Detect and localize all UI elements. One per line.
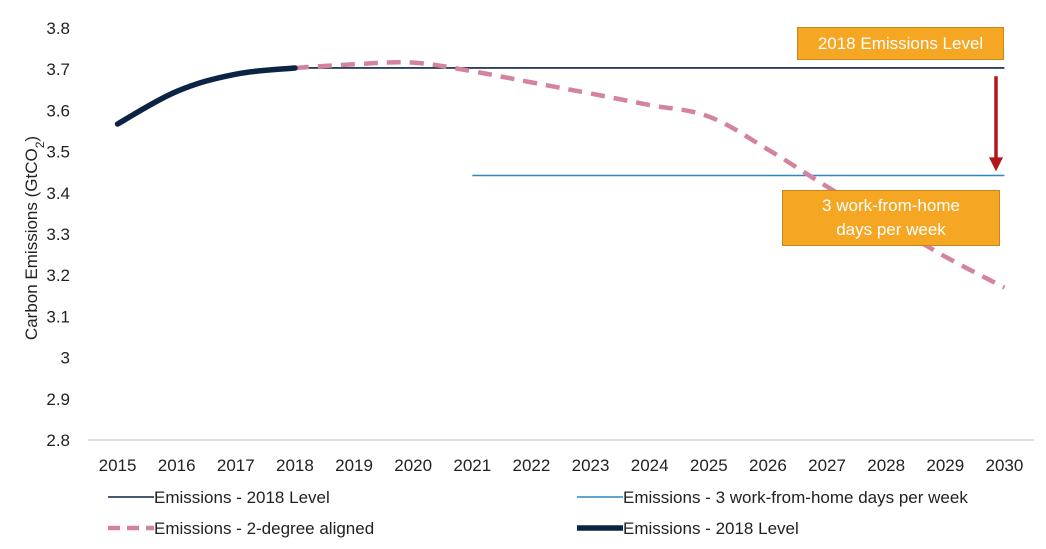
x-tick-label: 2029 <box>926 456 964 475</box>
legend-item: Emissions - 2018 Level <box>108 488 330 507</box>
y-tick-label: 3 <box>61 349 70 368</box>
callout-work-from-home-line2: days per week <box>836 220 946 239</box>
y-tick-label: 3.2 <box>46 266 70 285</box>
legend-item: Emissions - 3 work-from-home days per we… <box>577 488 968 507</box>
x-axis-ticks: 2015 2016 2017 2018 2019 2020 2021 2022 2023 2024… <box>99 456 1024 475</box>
legend-label: Emissions - 3 work-from-home days per we… <box>623 488 968 507</box>
y-tick-label: 3.5 <box>46 143 70 162</box>
y-tick-label: 2.8 <box>46 431 70 450</box>
x-tick-label: 2030 <box>986 456 1024 475</box>
y-tick-label: 3.7 <box>46 60 70 79</box>
legend-item: Emissions - 2018 Level <box>577 519 799 538</box>
y-axis-ticks: 2.8 2.9 3 3.1 3.2 3.3 3.4 3.5 3.6 3.7 3.8 <box>46 19 70 450</box>
legend-label: Emissions - 2-degree aligned <box>154 519 374 538</box>
reduction-arrow <box>989 76 1003 172</box>
legend-item: Emissions - 2-degree aligned <box>108 519 374 538</box>
x-tick-label: 2027 <box>808 456 846 475</box>
x-tick-label: 2023 <box>572 456 610 475</box>
x-tick-label: 2020 <box>394 456 432 475</box>
x-tick-label: 2016 <box>158 456 196 475</box>
callout-2018-emissions-level-text: 2018 Emissions Level <box>817 33 984 53</box>
legend-label: Emissions - 2018 Level <box>623 519 799 538</box>
y-tick-label: 3.3 <box>46 225 70 244</box>
legend: Emissions - 2018 Level Emissions - 3 work… <box>108 488 968 538</box>
y-axis-label-subscript: 2 <box>33 141 47 148</box>
series-layer <box>114 59 1006 290</box>
y-tick-label: 3.6 <box>46 101 70 120</box>
series-line-emissions-2018-level-thick <box>114 65 298 127</box>
callout-work-from-home: 3 work-from-home days per week <box>782 190 1000 246</box>
callout-work-from-home-line1: 3 work-from-home <box>822 196 960 215</box>
y-tick-label: 3.1 <box>46 307 70 326</box>
x-tick-label: 2024 <box>631 456 669 475</box>
callout-2018-emissions-level: 2018 Emissions Level <box>797 27 1004 60</box>
legend-label: Emissions - 2018 Level <box>154 488 330 507</box>
y-tick-label: 3.4 <box>46 184 70 203</box>
x-tick-label: 2019 <box>335 456 373 475</box>
reduction-arrow-head <box>989 157 1003 172</box>
x-tick-label: 2026 <box>749 456 787 475</box>
x-tick-label: 2018 <box>276 456 314 475</box>
y-axis-label: Carbon Emissions (GtCO2) <box>22 136 47 340</box>
x-tick-label: 2017 <box>217 456 255 475</box>
y-tick-label: 2.9 <box>46 390 70 409</box>
x-tick-label: 2025 <box>690 456 728 475</box>
x-tick-label: 2015 <box>99 456 137 475</box>
x-tick-label: 2028 <box>867 456 905 475</box>
y-tick-label: 3.8 <box>46 19 70 38</box>
x-tick-label: 2021 <box>453 456 491 475</box>
x-tick-label: 2022 <box>513 456 551 475</box>
